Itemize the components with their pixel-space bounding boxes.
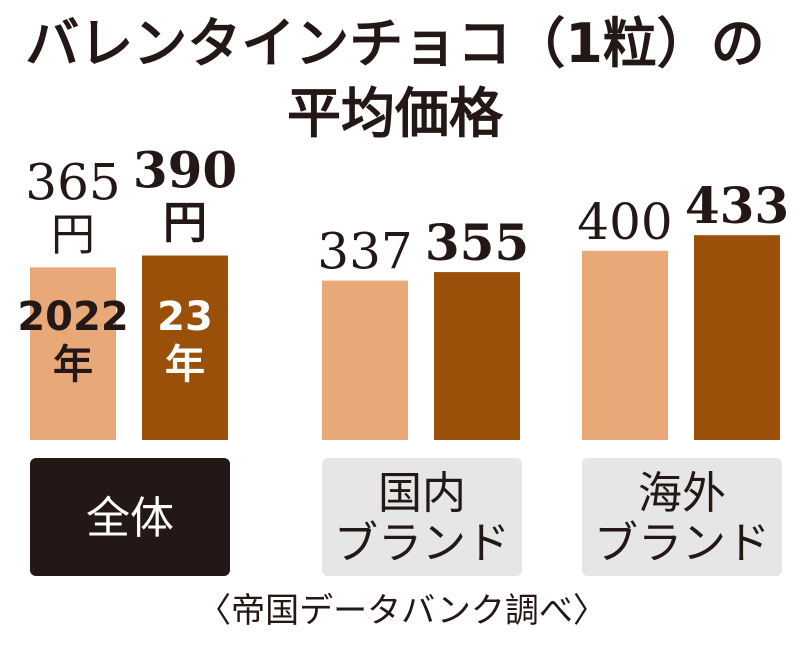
bars-layer — [30, 235, 780, 440]
series-label-0-line-0: 2022 — [17, 294, 128, 340]
bar-2022-2 — [582, 250, 668, 440]
category-label-0-line-0: 全体 — [86, 493, 174, 544]
category-label-1-line-0: 国内 — [378, 468, 466, 519]
bar-2022-1 — [322, 280, 408, 440]
unit-label-1: 円 — [163, 198, 207, 249]
category-box-2 — [582, 458, 782, 576]
value-label-0-2: 400 — [577, 193, 672, 251]
category-box-0 — [30, 458, 230, 576]
series-label-1-line-0: 23 — [157, 294, 213, 340]
series-label-1-line-1: 年 — [165, 342, 205, 388]
bar-2023-1 — [434, 272, 520, 440]
category-label-2-line-1: ブランド — [594, 518, 770, 569]
value-label-0-0: 365 — [25, 153, 120, 211]
bar-2023-2 — [694, 235, 780, 440]
unit-label-0: 円 — [51, 209, 95, 260]
bar-2023-0 — [142, 255, 228, 440]
chart-title-line-1: バレンタインチョコ（1粒）の — [25, 12, 765, 75]
source-note: 〈帝国データバンク調べ〉 — [197, 591, 607, 631]
category-box-1 — [322, 458, 522, 576]
category-label-1-line-1: ブランド — [334, 518, 510, 569]
value-label-0-1: 337 — [317, 223, 412, 281]
category-label-2-line-0: 海外 — [638, 468, 726, 519]
bar-2022-0 — [30, 267, 116, 440]
chart-title-line-2: 平均価格 — [287, 82, 504, 145]
value-label-1-1: 355 — [425, 213, 529, 272]
value-label-1-2: 433 — [685, 176, 789, 235]
value-label-1-0: 390 — [133, 141, 237, 200]
series-label-0-line-1: 年 — [53, 342, 93, 388]
